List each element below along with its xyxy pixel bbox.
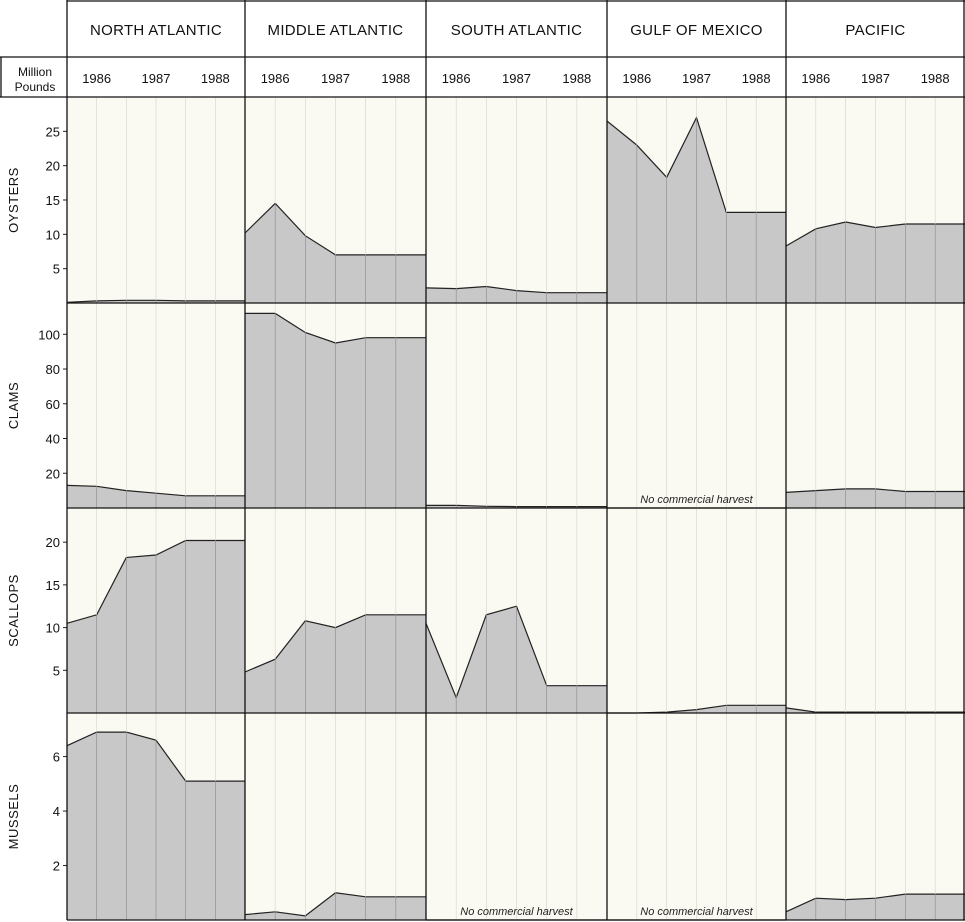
region-header: SOUTH ATLANTIC <box>451 22 582 39</box>
year-label: 1988 <box>562 71 591 86</box>
y-tick-label: 100 <box>38 327 60 342</box>
y-tick-label: 20 <box>46 466 60 481</box>
year-label: 1986 <box>261 71 290 86</box>
species-label: SCALLOPS <box>6 574 21 647</box>
region-header: MIDDLE ATLANTIC <box>268 22 404 39</box>
area-scallops-gulf-of-mexico <box>607 705 786 713</box>
y-tick-label: 10 <box>46 227 60 242</box>
region-header: PACIFIC <box>845 22 905 39</box>
year-label: 1986 <box>442 71 471 86</box>
year-label: 1988 <box>742 71 771 86</box>
year-label: 1987 <box>142 71 171 86</box>
year-label: 1988 <box>201 71 230 86</box>
species-label: OYSTERS <box>6 167 21 233</box>
year-label: 1986 <box>801 71 830 86</box>
y-tick-label: 10 <box>46 621 60 636</box>
year-label: 1986 <box>82 71 111 86</box>
species-label: MUSSELS <box>6 784 21 850</box>
y-tick-label: 5 <box>53 663 60 678</box>
y-tick-label: 20 <box>46 535 60 550</box>
year-label: 1987 <box>682 71 711 86</box>
no-harvest-note: No commercial harvest <box>640 494 753 506</box>
y-tick-label: 4 <box>53 804 60 819</box>
y-tick-label: 2 <box>53 859 60 874</box>
region-header: GULF OF MEXICO <box>630 22 763 39</box>
region-header: NORTH ATLANTIC <box>90 22 222 39</box>
y-tick-label: 40 <box>46 432 60 447</box>
y-tick-label: 15 <box>46 193 60 208</box>
y-tick-label: 6 <box>53 750 60 765</box>
y-tick-label: 80 <box>46 362 60 377</box>
year-label: 1986 <box>622 71 651 86</box>
species-label: CLAMS <box>6 382 21 429</box>
unit-label: Million <box>18 65 52 79</box>
area-oysters-middle-atlantic <box>245 203 426 303</box>
year-label: 1987 <box>321 71 350 86</box>
year-label: 1988 <box>381 71 410 86</box>
no-harvest-note: No commercial harvest <box>640 906 753 918</box>
y-tick-label: 25 <box>46 124 60 139</box>
unit-label: Pounds <box>15 80 56 94</box>
y-tick-label: 5 <box>53 262 60 277</box>
y-tick-label: 20 <box>46 159 60 174</box>
year-label: 1988 <box>921 71 950 86</box>
y-tick-label: 60 <box>46 397 60 412</box>
year-label: 1987 <box>502 71 531 86</box>
year-label: 1987 <box>861 71 890 86</box>
no-harvest-note: No commercial harvest <box>460 906 573 918</box>
y-tick-label: 15 <box>46 578 60 593</box>
